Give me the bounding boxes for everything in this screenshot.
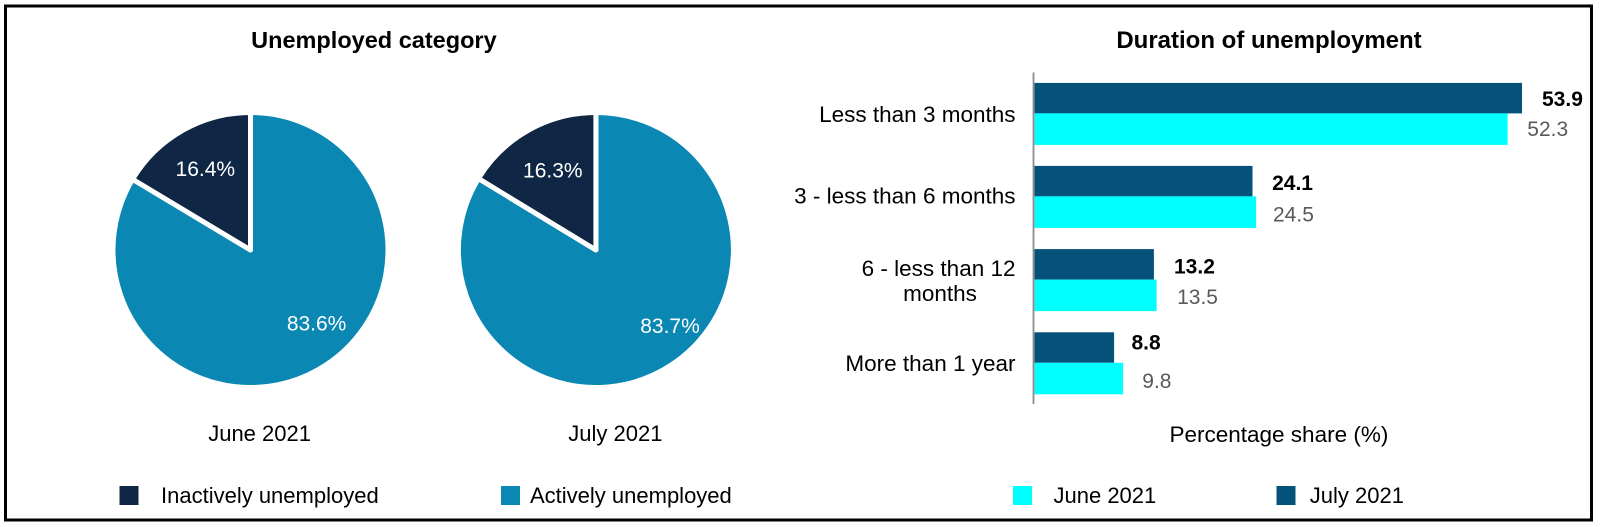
svg-text:July 2021: July 2021	[1310, 483, 1404, 508]
svg-text:13.5: 13.5	[1177, 286, 1218, 309]
svg-text:83.6%: 83.6%	[287, 313, 347, 336]
svg-text:16.4%: 16.4%	[176, 158, 236, 181]
svg-text:Inactively unemployed: Inactively unemployed	[161, 483, 379, 508]
svg-text:Unemployed category: Unemployed category	[251, 27, 497, 53]
svg-text:Less than 3 months: Less than 3 months	[819, 102, 1015, 127]
svg-text:3 - less than 6 months: 3 - less than 6 months	[794, 183, 1015, 208]
svg-text:Duration of unemployment: Duration of unemployment	[1116, 27, 1421, 54]
svg-text:53.9: 53.9	[1542, 88, 1583, 111]
svg-text:June 2021: June 2021	[208, 421, 311, 446]
svg-text:16.3%: 16.3%	[523, 160, 583, 183]
svg-text:months: months	[903, 281, 977, 306]
svg-text:Actively unemployed: Actively unemployed	[530, 483, 732, 508]
svg-text:June 2021: June 2021	[1054, 483, 1157, 508]
svg-text:24.1: 24.1	[1272, 172, 1313, 195]
svg-text:24.5: 24.5	[1273, 204, 1314, 227]
svg-text:July 2021: July 2021	[568, 421, 662, 446]
svg-text:Percentage share (%): Percentage share (%)	[1169, 422, 1388, 447]
svg-text:52.3: 52.3	[1527, 118, 1568, 141]
svg-text:6 - less than 12: 6 - less than 12	[862, 256, 1016, 281]
svg-text:More than 1 year: More than 1 year	[845, 351, 1016, 376]
svg-text:8.8: 8.8	[1132, 332, 1162, 355]
svg-text:83.7%: 83.7%	[640, 315, 700, 338]
svg-text:9.8: 9.8	[1142, 370, 1171, 393]
svg-text:13.2: 13.2	[1174, 255, 1215, 278]
